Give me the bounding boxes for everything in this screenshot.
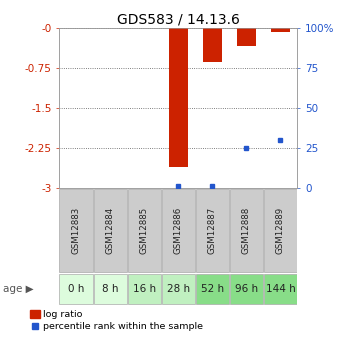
Bar [237,28,256,46]
Bar [196,189,229,272]
Text: GSM12889: GSM12889 [276,207,285,254]
Bar [59,189,93,272]
Bar [162,189,195,272]
Text: 0 h: 0 h [68,284,84,294]
Bar [264,274,297,304]
Bar [230,274,263,304]
Bar [59,274,93,304]
Legend: log ratio, percentile rank within the sample: log ratio, percentile rank within the sa… [30,310,203,331]
Bar [264,189,297,272]
Text: GSM12885: GSM12885 [140,207,149,254]
Bar [230,189,263,272]
Bar [127,274,161,304]
Bar [94,274,127,304]
Text: GSM12888: GSM12888 [242,207,251,254]
Bar [203,28,222,62]
Text: 96 h: 96 h [235,284,258,294]
Text: 28 h: 28 h [167,284,190,294]
Bar [127,189,161,272]
Bar [94,189,127,272]
Text: 144 h: 144 h [266,284,295,294]
Bar [169,28,188,167]
Bar [271,28,290,32]
Text: GSM12887: GSM12887 [208,207,217,254]
Text: GSM12884: GSM12884 [106,207,115,254]
Text: age ▶: age ▶ [3,284,34,294]
Text: 52 h: 52 h [201,284,224,294]
Text: GSM12886: GSM12886 [174,207,183,254]
Text: 16 h: 16 h [133,284,156,294]
Text: GSM12883: GSM12883 [72,207,81,254]
Bar [196,274,229,304]
Title: GDS583 / 14.13.6: GDS583 / 14.13.6 [117,12,240,27]
Text: 8 h: 8 h [102,284,118,294]
Bar [162,274,195,304]
